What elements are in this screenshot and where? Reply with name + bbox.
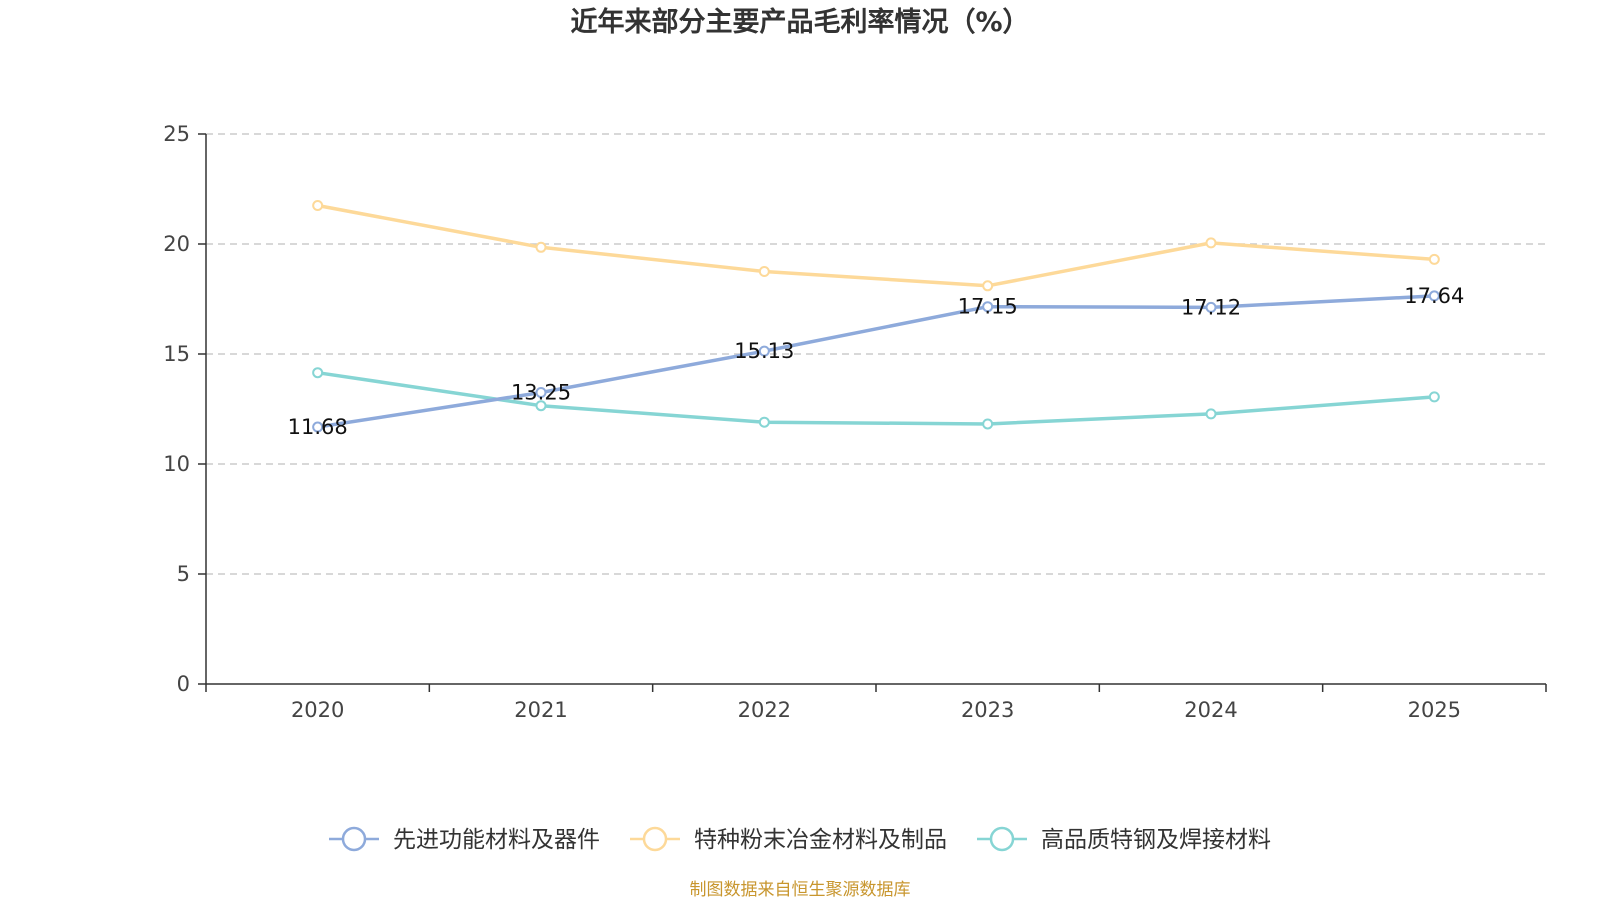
x-tick-label: 2021: [514, 698, 567, 722]
y-tick-label: 0: [177, 672, 190, 696]
data-point: [982, 301, 994, 313]
legend-marker-icon: [989, 826, 1015, 852]
data-point: [535, 400, 547, 412]
y-tick-label: 25: [163, 122, 190, 146]
y-tick-label: 10: [163, 452, 190, 476]
legend-item-3: 高品质特钢及焊接材料: [977, 826, 1271, 853]
data-label: 17.15: [958, 295, 1018, 319]
series-line-2: [315, 203, 1437, 288]
series-lines: [312, 200, 1440, 433]
y-tick-label: 20: [163, 232, 190, 256]
x-tick-label: 2020: [291, 698, 344, 722]
data-labels: 11.68 13.25 15.13 17.15 17.12 17.64: [288, 284, 1465, 439]
data-label: 13.25: [511, 381, 571, 405]
data-point: [1205, 301, 1217, 313]
data-point: [758, 345, 770, 357]
series-line-3: [315, 370, 1437, 426]
data-point: [535, 241, 547, 253]
series-line-1: [315, 294, 1437, 429]
x-tick-label: 2023: [961, 698, 1014, 722]
legend-marker-icon: [642, 826, 668, 852]
data-label: 17.64: [1404, 284, 1464, 308]
chart-title: 近年来部分主要产品毛利率情况（%）: [570, 7, 1030, 38]
data-point: [1205, 237, 1217, 249]
data-point: [1205, 408, 1217, 420]
data-label: 17.12: [1181, 295, 1241, 319]
legend-label: 先进功能材料及器件: [393, 827, 600, 853]
x-tick-label: 2022: [738, 698, 791, 722]
data-point: [312, 421, 324, 433]
data-point: [758, 416, 770, 428]
legend-label: 特种粉末冶金材料及制品: [694, 827, 947, 853]
legend-item-2: 特种粉末冶金材料及制品: [630, 826, 947, 853]
y-tick-label: 5: [177, 562, 190, 586]
data-point: [535, 387, 547, 398]
data-point: [1428, 391, 1440, 403]
source-note: 制图数据来自恒生聚源数据库: [689, 880, 911, 900]
data-point: [758, 266, 770, 277]
legend-item-1: 先进功能材料及器件: [329, 826, 600, 853]
legend-marker-icon: [341, 826, 367, 852]
data-point: [982, 280, 994, 292]
legend-label: 高品质特钢及焊接材料: [1041, 827, 1271, 853]
x-tick-label: 2025: [1408, 698, 1461, 722]
data-point: [312, 200, 324, 211]
y-tick-label: 15: [163, 342, 190, 366]
data-point: [312, 367, 324, 379]
data-point: [982, 418, 994, 430]
data-point: [1428, 290, 1440, 302]
data-point: [1428, 253, 1440, 265]
data-label: 11.68: [288, 415, 348, 439]
grid-lines: [206, 133, 1546, 575]
legend: 先进功能材料及器件 特种粉末冶金材料及制品 高品质特钢及焊接材料: [329, 826, 1271, 853]
x-tick-label: 2024: [1184, 698, 1237, 722]
data-label: 15.13: [734, 339, 794, 363]
